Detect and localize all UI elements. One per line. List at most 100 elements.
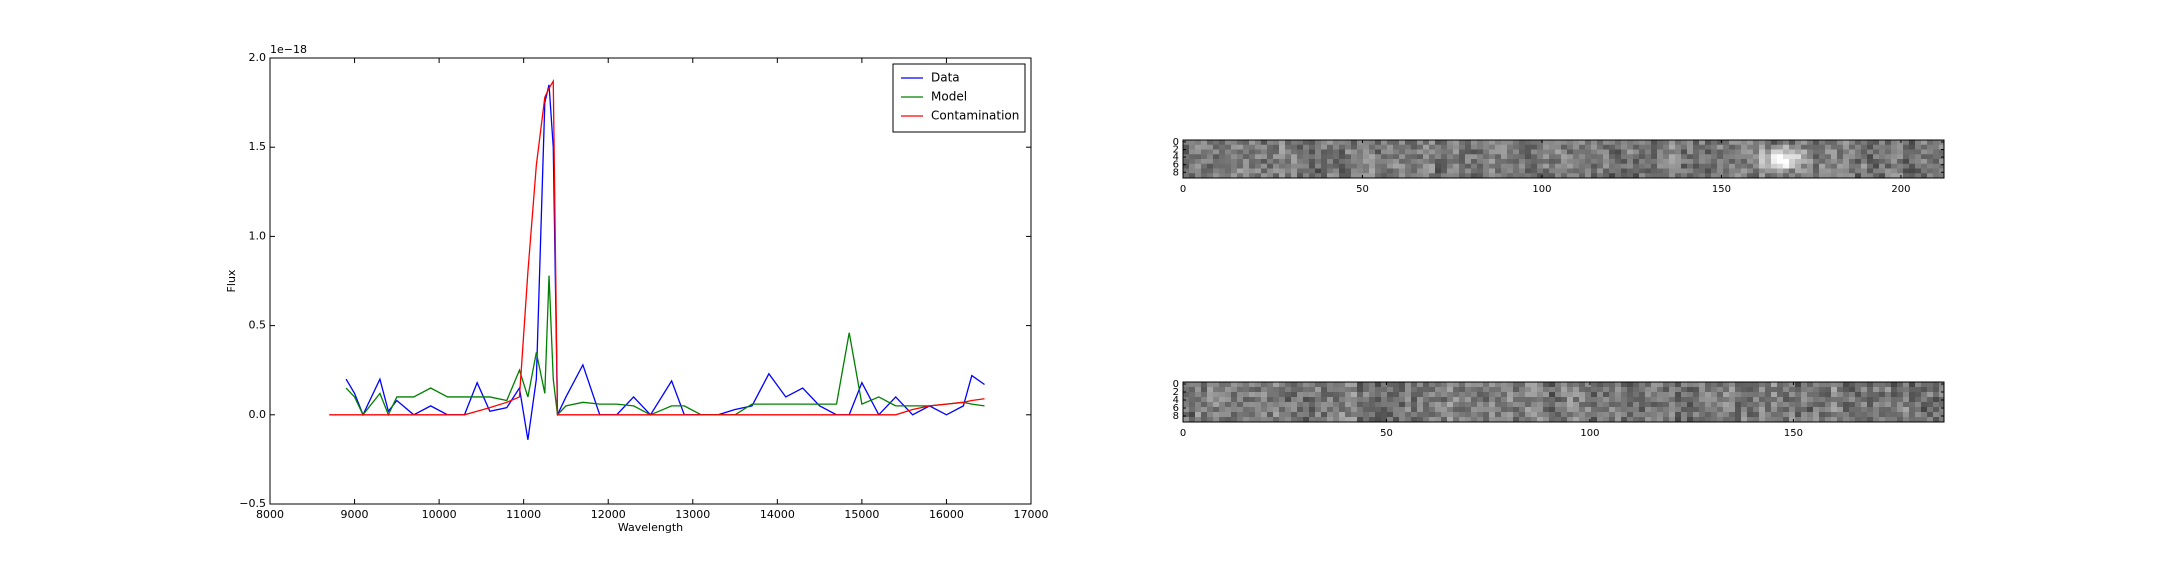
image-pixel [1525, 163, 1532, 169]
image-pixel [1543, 159, 1550, 165]
image-pixel [1357, 417, 1364, 423]
image-pixel [1189, 392, 1196, 398]
image-pixel [1411, 144, 1418, 150]
image-pixel [1531, 397, 1538, 403]
image-pixel [1561, 387, 1568, 393]
image-pixel [1429, 407, 1436, 413]
image-pixel [1729, 154, 1736, 160]
image-pixel [1195, 397, 1202, 403]
image-pixel [1657, 168, 1664, 174]
image-pixel [1267, 163, 1274, 169]
image-pixel [1549, 163, 1556, 169]
image-pixel [1255, 382, 1262, 388]
image-pixel [1351, 159, 1358, 165]
image-pixel [1891, 407, 1898, 413]
image-pixel [1231, 392, 1238, 398]
image-pixel [1399, 417, 1406, 423]
image-pixel [1231, 149, 1238, 155]
image-pixel [1393, 402, 1400, 408]
image-pixel [1933, 382, 1940, 388]
image-pixel [1309, 168, 1316, 174]
image-pixel [1651, 402, 1658, 408]
image-pixel [1717, 382, 1724, 388]
image-pixel [1243, 407, 1250, 413]
image-pixel [1789, 144, 1796, 150]
image-pixel [1711, 173, 1718, 179]
image-pixel [1195, 387, 1202, 393]
image-pixel [1489, 168, 1496, 174]
image-pixel [1777, 387, 1784, 393]
image-pixel [1303, 140, 1310, 146]
image-pixel [1939, 402, 1945, 408]
image-pixel [1591, 159, 1598, 165]
image-pixel [1291, 168, 1298, 174]
image-pixel [1339, 144, 1346, 150]
image-pixel [1891, 417, 1898, 423]
image-pixel [1477, 173, 1484, 179]
image-pixel [1855, 144, 1862, 150]
image-pixel [1639, 163, 1646, 169]
x-tick-label: 15000 [844, 508, 879, 521]
image-pixel [1555, 140, 1562, 146]
image-pixel [1471, 412, 1478, 418]
image-pixel [1525, 382, 1532, 388]
image-pixel [1849, 159, 1856, 165]
image-pixel [1939, 392, 1945, 398]
image-pixel [1795, 417, 1802, 423]
image-pixel [1369, 163, 1376, 169]
image-pixel [1651, 159, 1658, 165]
image-pixel [1363, 173, 1370, 179]
image-pixel [1783, 417, 1790, 423]
image-pixel [1333, 382, 1340, 388]
image-pixel [1513, 144, 1520, 150]
image-pixel [1435, 417, 1442, 423]
image-pixel [1687, 159, 1694, 165]
image-pixel [1621, 168, 1628, 174]
image-pixel [1249, 168, 1256, 174]
image-pixel [1711, 417, 1718, 423]
image-pixel [1801, 149, 1808, 155]
image-pixel [1195, 149, 1202, 155]
image-pixel [1525, 154, 1532, 160]
image-pixel [1759, 154, 1766, 160]
image-pixel [1633, 397, 1640, 403]
image-pixel [1909, 163, 1916, 169]
image-pixel [1855, 387, 1862, 393]
image-pixel [1717, 168, 1724, 174]
image-pixel [1615, 392, 1622, 398]
image-pixel [1231, 163, 1238, 169]
image-pixel [1657, 402, 1664, 408]
image-pixel [1441, 412, 1448, 418]
image-pixel [1813, 397, 1820, 403]
image-pixel [1825, 159, 1832, 165]
image-pixel [1471, 387, 1478, 393]
image-pixel [1189, 144, 1196, 150]
image-pixel [1219, 412, 1226, 418]
image-pixel [1591, 140, 1598, 146]
image-pixel [1273, 163, 1280, 169]
image-pixel [1453, 140, 1460, 146]
image-pixel [1819, 149, 1826, 155]
image-pixel [1681, 412, 1688, 418]
image-pixel [1327, 154, 1334, 160]
image-pixel [1291, 163, 1298, 169]
image-pixel [1717, 159, 1724, 165]
image-pixel [1483, 159, 1490, 165]
image-pixel [1549, 140, 1556, 146]
image-pixel [1723, 149, 1730, 155]
image-pixel [1591, 168, 1598, 174]
image-pixel [1921, 163, 1928, 169]
image-pixel [1315, 149, 1322, 155]
image-pixel [1579, 417, 1586, 423]
image-pixel [1489, 412, 1496, 418]
image-pixel [1483, 173, 1490, 179]
image-pixel [1609, 397, 1616, 403]
image-pixel [1435, 140, 1442, 146]
image-pixel [1819, 397, 1826, 403]
image-pixel [1759, 163, 1766, 169]
image-pixel [1741, 382, 1748, 388]
image-pixel [1747, 417, 1754, 423]
image-pixel [1873, 387, 1880, 393]
image-pixel [1927, 159, 1934, 165]
image-pixel [1297, 417, 1304, 423]
